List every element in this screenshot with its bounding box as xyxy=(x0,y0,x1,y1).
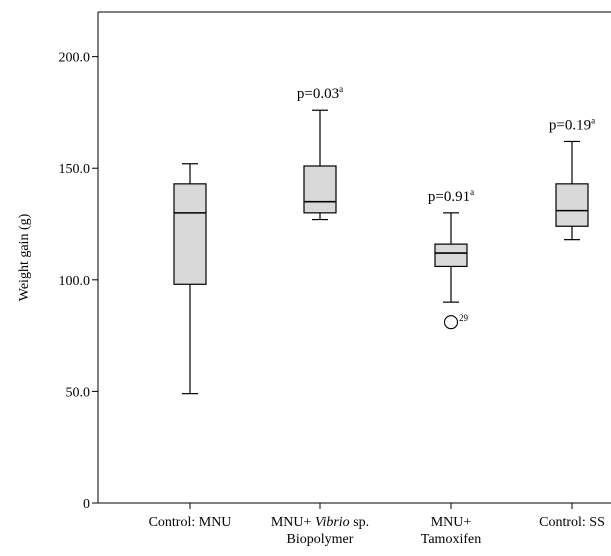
x-category-label-part: MNU+ xyxy=(431,515,472,530)
x-category-label: Biopolymer xyxy=(287,532,354,547)
x-category-label-part: sp. xyxy=(350,515,369,530)
box-iqr xyxy=(555,183,589,227)
p-value-text: p=0.19 xyxy=(549,117,591,133)
x-category-label-part: Biopolymer xyxy=(287,532,354,547)
y-tick-label: 0 xyxy=(83,497,90,512)
x-category-label-part: Control: MNU xyxy=(149,515,232,530)
p-value-label: p=0.03a xyxy=(297,84,343,102)
y-tick-label: 100.0 xyxy=(59,274,91,289)
x-category-label: MNU+ xyxy=(431,515,472,530)
y-tick-label: 150.0 xyxy=(59,162,91,177)
x-category-label: Control: MNU xyxy=(149,515,232,530)
x-category-label-part: Control: SS xyxy=(539,515,605,530)
box-iqr xyxy=(303,165,337,214)
box-iqr xyxy=(173,183,207,285)
x-category-label: Control: SS xyxy=(539,515,605,530)
p-value-label: p=0.91a xyxy=(428,187,474,205)
box-iqr xyxy=(434,243,468,268)
x-category-label: Tamoxifen xyxy=(421,532,481,547)
y-tick-label: 200.0 xyxy=(59,51,91,66)
p-value-text: p=0.03 xyxy=(297,86,339,102)
p-value-superscript: a xyxy=(470,187,474,197)
y-axis-title: Weight gain (g) xyxy=(17,213,32,301)
p-value-label: p=0.19a xyxy=(549,115,595,133)
x-category-label-part: MNU+ xyxy=(271,515,315,530)
y-tick-label: 50.0 xyxy=(66,385,91,400)
x-category-label-part: Tamoxifen xyxy=(421,532,481,547)
p-value-text: p=0.91 xyxy=(428,189,470,205)
outlier-point xyxy=(443,315,459,330)
x-category-label: MNU+ Vibrio sp. xyxy=(271,515,369,530)
outlier-label: 29 xyxy=(459,313,469,323)
p-value-superscript: a xyxy=(339,84,343,94)
p-value-superscript: a xyxy=(591,115,595,125)
x-category-label-part: Vibrio xyxy=(315,515,350,530)
